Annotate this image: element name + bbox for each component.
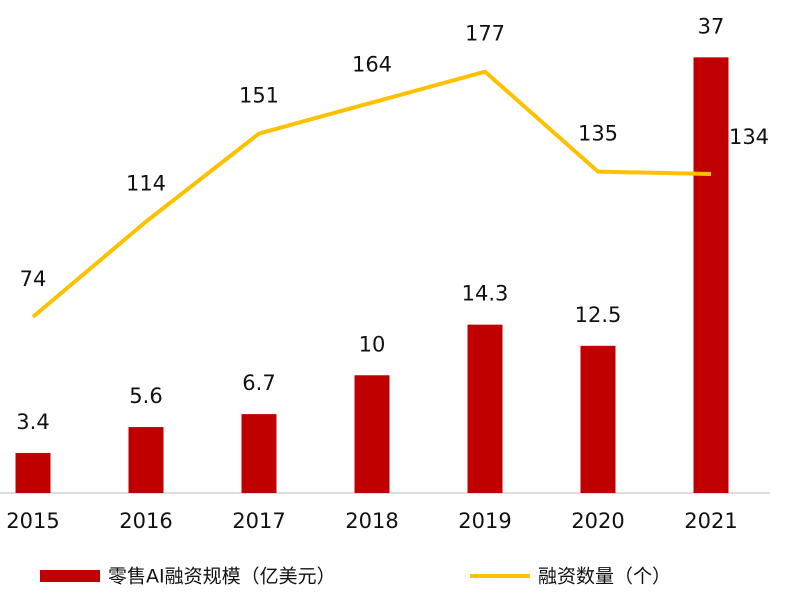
bar-value-label: 3.4 — [16, 410, 49, 434]
line-value-label: 114 — [126, 172, 166, 196]
bar-value-label: 6.7 — [242, 371, 275, 395]
line — [31, 69, 712, 319]
x-tick-label: 2018 — [345, 509, 398, 533]
x-tick-label: 2020 — [571, 509, 624, 533]
line-value-label: 151 — [239, 84, 279, 108]
bar — [354, 375, 390, 493]
line-value-label: 74 — [20, 267, 47, 291]
bar-value-label: 14.3 — [462, 282, 509, 306]
x-tick-label: 2016 — [119, 509, 172, 533]
bar — [467, 324, 503, 493]
x-tick-label: 2021 — [684, 509, 737, 533]
legend-label: 零售AI融资规模（亿美元） — [108, 566, 336, 588]
bar-value-label: 37 — [698, 14, 725, 38]
x-tick-label: 2019 — [458, 509, 511, 533]
x-tick-label: 2015 — [6, 509, 59, 533]
bar — [128, 427, 164, 493]
bar — [241, 414, 277, 493]
bar-value-label: 10 — [359, 332, 386, 356]
legend-label: 融资数量（个） — [538, 566, 671, 588]
bar-value-label: 5.6 — [129, 384, 162, 408]
bar — [693, 57, 729, 494]
legend-swatch — [40, 570, 100, 582]
line-value-label: 135 — [578, 122, 618, 146]
line-value-label: 177 — [465, 22, 505, 46]
line-value-label: 164 — [352, 53, 392, 77]
bar — [580, 345, 616, 493]
line-value-label: 134 — [729, 125, 769, 149]
bar — [15, 452, 51, 493]
x-tick-label: 2017 — [232, 509, 285, 533]
bar-value-label: 12.5 — [575, 303, 622, 327]
